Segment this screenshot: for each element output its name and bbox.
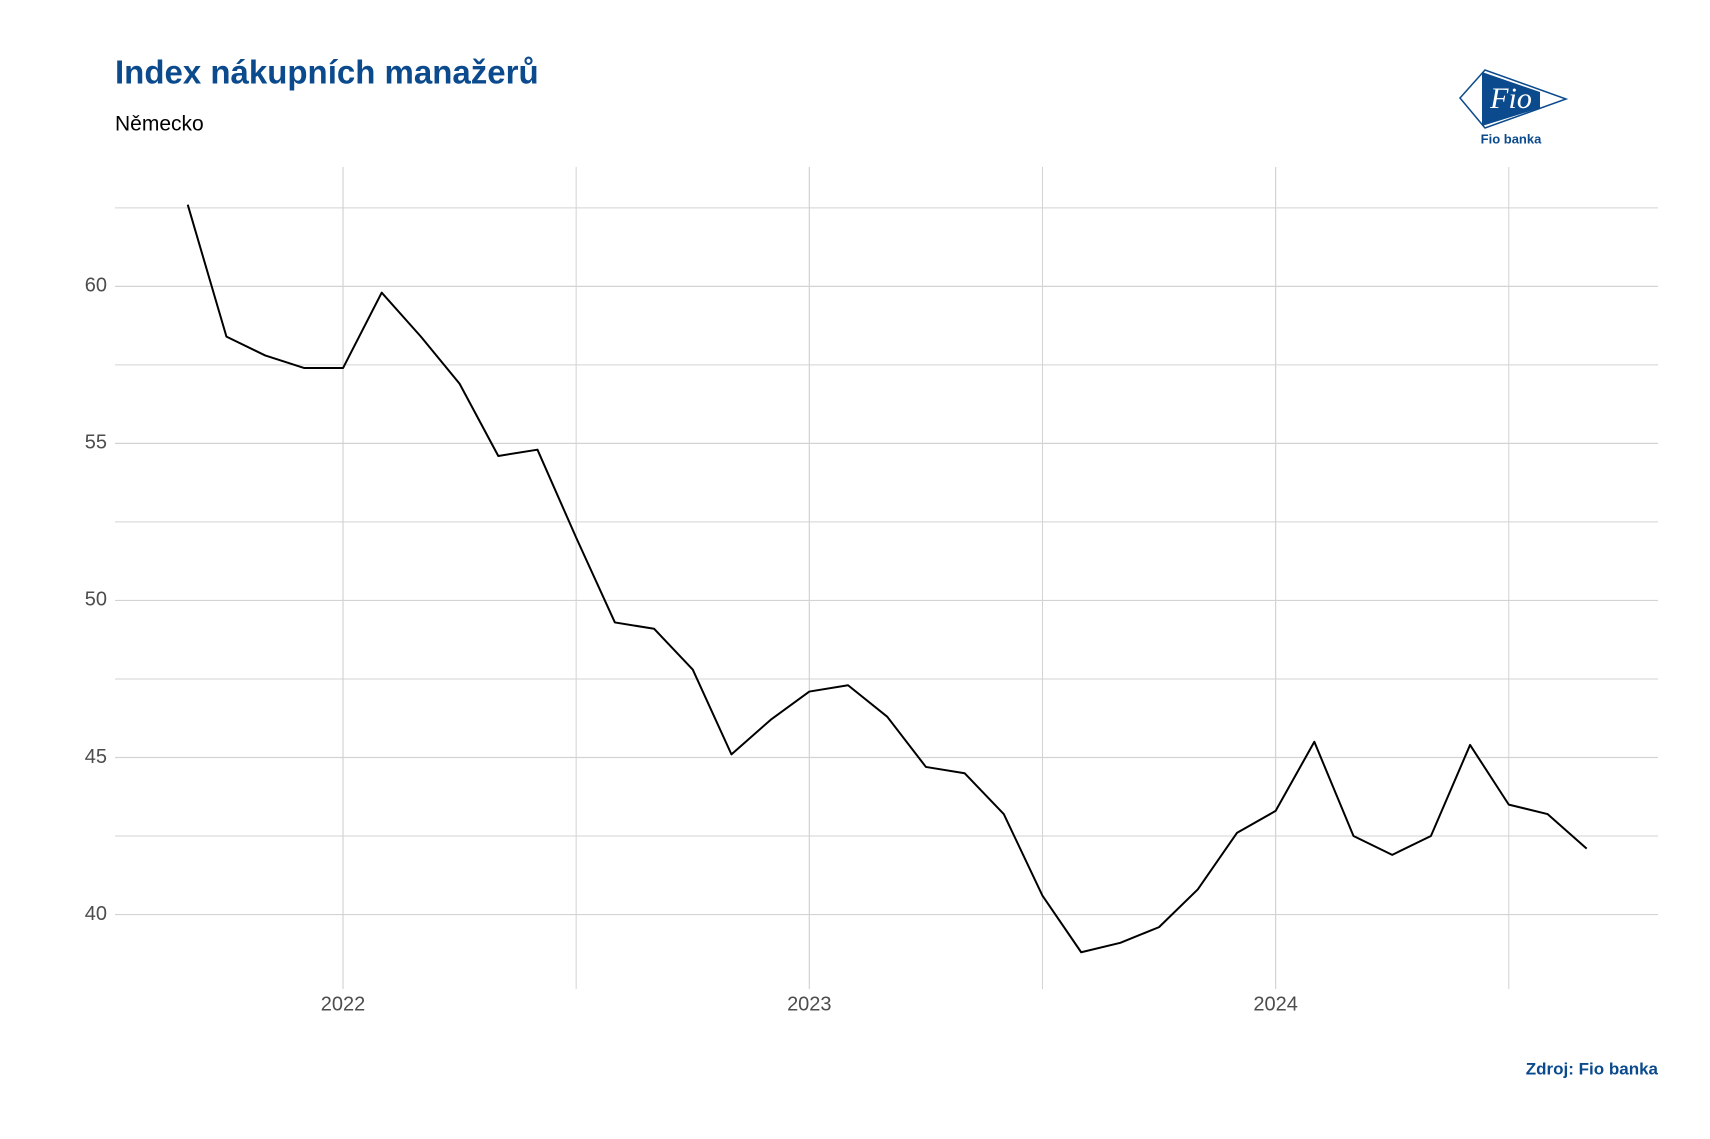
x-tick-label: 2022	[321, 993, 366, 1015]
y-tick-label: 50	[85, 589, 107, 611]
y-tick-label: 60	[85, 275, 107, 297]
chart-title: Index nákupních manažerů	[115, 54, 539, 91]
logo-text: Fio	[1489, 82, 1532, 115]
logo: Fio Fio banka	[1459, 69, 1569, 146]
chart-subtitle: Německo	[115, 113, 204, 136]
data-line	[186, 204, 1588, 954]
logo-outline	[1459, 69, 1569, 129]
logo-flag	[1482, 72, 1540, 126]
x-tick-label: 2023	[787, 993, 832, 1015]
x-tick-label: 2024	[1253, 993, 1298, 1015]
source-note: Zdroj: Fio banka	[1526, 1059, 1659, 1078]
y-tick-label: 40	[85, 903, 107, 925]
y-tick-label: 45	[85, 746, 107, 768]
logo-caption: Fio banka	[1481, 131, 1542, 146]
y-tick-label: 55	[85, 432, 107, 454]
